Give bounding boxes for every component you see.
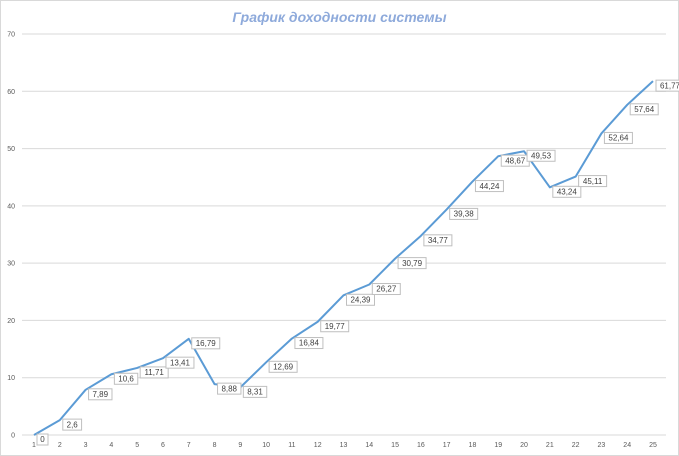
y-tick-label: 50	[7, 146, 15, 153]
svg-text:34,77: 34,77	[428, 236, 449, 245]
svg-text:16,79: 16,79	[196, 339, 217, 348]
svg-text:44,24: 44,24	[479, 182, 500, 191]
data-label: 61,77	[655, 79, 679, 92]
data-label: 48,67	[500, 154, 530, 167]
y-tick-label: 0	[11, 433, 15, 440]
x-tick-label: 16	[417, 442, 425, 449]
svg-text:10,6: 10,6	[118, 374, 134, 383]
data-label: 13,41	[165, 356, 195, 369]
svg-text:43,24: 43,24	[557, 187, 578, 196]
data-label: 43,24	[552, 185, 582, 198]
x-tick-label: 8	[213, 442, 217, 449]
x-tick-label: 19	[494, 442, 502, 449]
data-label: 10,6	[113, 372, 139, 385]
x-tick-label: 21	[546, 442, 554, 449]
y-tick-label: 20	[7, 318, 15, 325]
data-label: 44,24	[474, 180, 504, 193]
svg-text:13,41: 13,41	[170, 358, 191, 367]
x-tick-label: 15	[391, 442, 399, 449]
svg-text:19,77: 19,77	[325, 322, 346, 331]
y-tick-label: 60	[7, 89, 15, 96]
x-tick-label: 13	[340, 442, 348, 449]
x-tick-label: 3	[84, 442, 88, 449]
svg-text:39,38: 39,38	[454, 210, 475, 219]
data-label: 0	[36, 433, 49, 446]
svg-text:26,27: 26,27	[376, 285, 397, 294]
svg-text:57,64: 57,64	[634, 105, 655, 114]
x-tick-label: 14	[365, 442, 373, 449]
x-tick-label: 12	[314, 442, 322, 449]
x-tick-label: 22	[572, 442, 580, 449]
x-tick-label: 20	[520, 442, 528, 449]
svg-text:11,71: 11,71	[144, 368, 164, 377]
svg-text:45,11: 45,11	[583, 177, 603, 186]
x-tick-label: 4	[109, 442, 113, 449]
svg-text:7,89: 7,89	[92, 390, 108, 399]
data-label: 2,6	[62, 418, 83, 431]
data-label: 16,79	[191, 337, 221, 350]
x-tick-label: 2	[58, 442, 62, 449]
svg-text:0: 0	[40, 435, 45, 444]
y-tick-label: 70	[7, 32, 15, 39]
svg-text:12,69: 12,69	[273, 363, 294, 372]
data-label: 8,88	[217, 382, 242, 395]
data-label: 7,89	[88, 388, 113, 401]
x-tick-label: 18	[469, 442, 477, 449]
data-label: 45,11	[578, 175, 608, 188]
svg-text:61,77: 61,77	[660, 81, 679, 90]
svg-text:52,64: 52,64	[608, 134, 629, 143]
x-tick-label: 5	[135, 442, 139, 449]
x-tick-label: 9	[238, 442, 242, 449]
y-tick-label: 40	[7, 203, 15, 210]
data-label: 12,69	[268, 360, 298, 373]
data-label: 34,77	[423, 234, 453, 247]
x-tick-label: 10	[262, 442, 270, 449]
svg-text:2,6: 2,6	[67, 420, 79, 429]
svg-text:48,67: 48,67	[505, 156, 526, 165]
svg-text:16,84: 16,84	[299, 339, 320, 348]
x-tick-label: 25	[649, 442, 657, 449]
data-label: 39,38	[449, 207, 479, 220]
data-label: 8,31	[242, 385, 268, 398]
svg-text:49,53: 49,53	[531, 151, 552, 160]
series-line	[33, 80, 654, 436]
y-tick-label: 30	[7, 261, 15, 268]
svg-text:8,31: 8,31	[247, 388, 263, 397]
svg-text:24,39: 24,39	[350, 295, 371, 304]
y-tick-label: 10	[7, 375, 15, 382]
data-label: 24,39	[346, 293, 375, 306]
data-label: 57,64	[629, 103, 659, 116]
data-label: 16,84	[294, 337, 324, 350]
x-tick-label: 17	[443, 442, 451, 449]
x-tick-label: 6	[161, 442, 165, 449]
x-tick-label: 24	[623, 442, 631, 449]
data-label: 49,53	[526, 149, 556, 162]
svg-text:30,79: 30,79	[402, 259, 423, 268]
data-label: 26,27	[371, 283, 401, 296]
chart-title: График доходности системы	[232, 9, 447, 25]
x-tick-label: 1	[32, 442, 36, 449]
data-label: 11,71	[139, 366, 169, 379]
data-label: 30,79	[397, 257, 427, 270]
data-label: 52,64	[603, 131, 633, 144]
x-tick-label: 23	[598, 442, 606, 449]
svg-text:8,88: 8,88	[221, 384, 237, 393]
x-tick-label: 11	[288, 442, 295, 449]
x-tick-label: 7	[187, 442, 191, 449]
data-label: 19,77	[320, 320, 350, 333]
